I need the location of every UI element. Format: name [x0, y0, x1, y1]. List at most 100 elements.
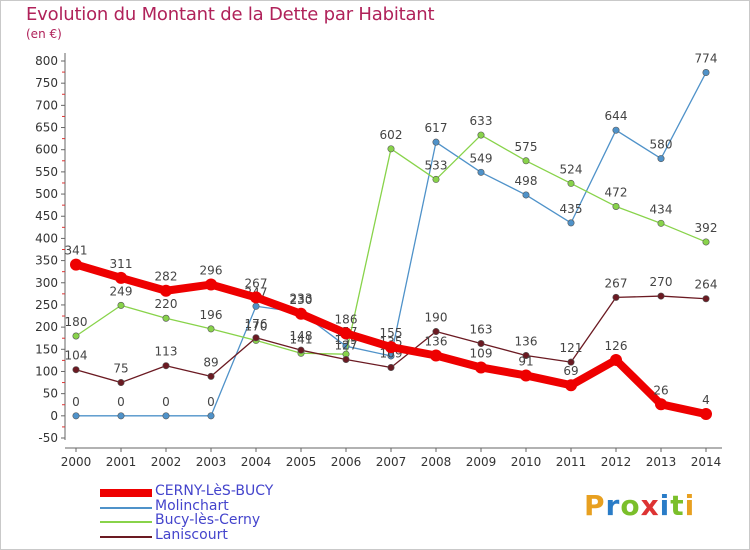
data-point: [117, 301, 125, 309]
data-point: [162, 412, 170, 420]
data-label: 311: [110, 257, 133, 271]
data-label: 267: [245, 276, 268, 290]
data-point: [70, 258, 82, 271]
data-point: [432, 138, 440, 146]
series-line-2: [75, 134, 707, 355]
data-point: [567, 358, 575, 366]
y-tick-label: 400: [35, 231, 58, 245]
data-point: [522, 191, 530, 199]
data-point: [252, 334, 260, 342]
data-label: 104: [65, 349, 88, 363]
legend-swatch-molinchart: [100, 507, 152, 509]
y-tick-label: -50: [38, 431, 58, 445]
x-tick-label: 2012: [601, 455, 632, 469]
data-point: [117, 379, 125, 387]
y-tick-label: 650: [35, 121, 58, 135]
data-point: [657, 155, 665, 163]
data-label: 270: [650, 275, 673, 289]
y-tick-label: 500: [35, 187, 58, 201]
data-point: [117, 412, 125, 420]
logo-letter: o: [620, 489, 641, 522]
x-tick-label: 2006: [331, 455, 362, 469]
data-label: 575: [515, 140, 538, 154]
data-label: 392: [695, 221, 718, 235]
data-point: [340, 327, 352, 340]
x-tick-label: 2014: [691, 455, 722, 469]
data-label: 282: [155, 270, 178, 284]
data-label: 148: [290, 329, 313, 343]
data-point: [72, 366, 80, 374]
data-label: 190: [425, 311, 448, 325]
y-tick-label: 200: [35, 320, 58, 334]
data-label: 602: [380, 128, 403, 142]
data-label: 121: [560, 341, 583, 355]
data-point: [297, 346, 305, 354]
legend-label-laniscourt: Laniscourt: [155, 527, 228, 543]
y-tick-label: 750: [35, 76, 58, 90]
y-tick-label: 700: [35, 98, 58, 112]
x-tick-label: 2002: [151, 455, 182, 469]
data-point: [162, 314, 170, 322]
logo-letter: i: [659, 489, 671, 522]
data-point: [657, 292, 665, 300]
data-label: 580: [650, 138, 673, 152]
data-point: [72, 332, 80, 340]
y-tick-label: 300: [35, 276, 58, 290]
proxiti-logo: Proxiti: [584, 489, 695, 522]
data-label: 180: [65, 315, 88, 329]
data-label: 126: [605, 339, 628, 353]
data-point: [205, 278, 217, 291]
y-tick-label: 550: [35, 165, 58, 179]
data-label: 524: [560, 162, 583, 176]
data-label: 89: [203, 355, 218, 369]
y-tick-label: 800: [35, 54, 58, 68]
data-point: [250, 291, 262, 304]
data-label: 75: [113, 362, 128, 376]
legend-swatch-bucy: [100, 521, 152, 523]
x-tick-label: 2010: [511, 455, 542, 469]
y-tick-label: 350: [35, 254, 58, 268]
data-point: [610, 353, 622, 366]
data-label: 163: [470, 323, 493, 337]
data-label: 0: [72, 395, 80, 409]
data-label: 0: [117, 395, 125, 409]
data-point: [612, 126, 620, 134]
data-label: 498: [515, 174, 538, 188]
logo-letter: x: [640, 489, 660, 522]
data-label: 435: [560, 202, 583, 216]
data-label: 472: [605, 185, 628, 199]
data-label: 155: [380, 326, 403, 340]
data-label: 341: [65, 244, 88, 258]
data-point: [612, 293, 620, 301]
legend-label-bucy: Bucy-lès-Cerny: [155, 512, 261, 528]
data-point: [295, 307, 307, 320]
data-point: [520, 369, 532, 382]
logo-letter: i: [684, 489, 696, 522]
data-point: [432, 328, 440, 336]
x-tick-label: 2011: [556, 455, 587, 469]
y-tick-label: 250: [35, 298, 58, 312]
data-label: 549: [470, 151, 493, 165]
data-point: [387, 145, 395, 153]
data-point: [432, 175, 440, 183]
data-point: [655, 398, 667, 411]
data-point: [387, 363, 395, 371]
x-tick-label: 2008: [421, 455, 452, 469]
data-point: [207, 325, 215, 333]
data-point: [565, 379, 577, 392]
data-label: 220: [155, 297, 178, 311]
data-label: 0: [207, 395, 215, 409]
logo-letter: t: [670, 489, 685, 522]
y-tick-label: 0: [50, 409, 58, 423]
data-label: 230: [290, 293, 313, 307]
data-point: [430, 349, 442, 362]
x-tick-label: 2009: [466, 455, 497, 469]
legend-label-molinchart: Molinchart: [155, 498, 229, 514]
y-tick-label: 600: [35, 143, 58, 157]
y-tick-label: 150: [35, 342, 58, 356]
data-label: 69: [563, 364, 578, 378]
data-point: [477, 340, 485, 348]
x-tick-label: 2003: [196, 455, 227, 469]
data-label: 176: [245, 317, 268, 331]
